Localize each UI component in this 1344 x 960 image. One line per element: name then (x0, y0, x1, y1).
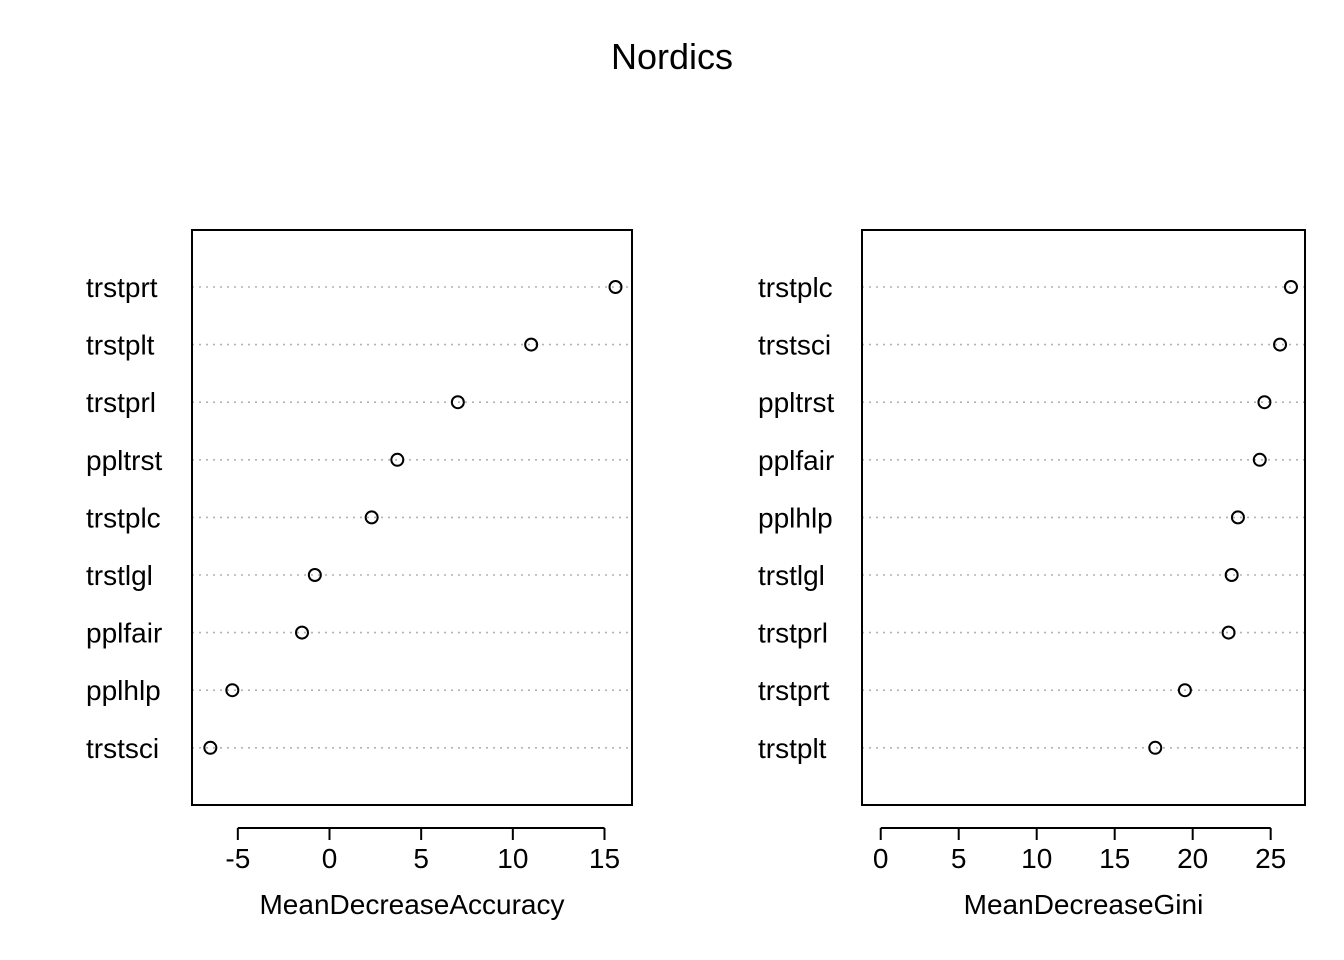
data-point (524, 337, 539, 352)
data-point (1221, 625, 1236, 640)
x-tick-label: 5 (951, 843, 967, 874)
category-label: trstsci (86, 733, 159, 764)
data-point (295, 625, 309, 640)
x-tick-label: 10 (497, 843, 528, 874)
category-label: trstlgl (758, 560, 825, 591)
category-label: ppltrst (86, 445, 162, 476)
data-point (608, 280, 623, 294)
data-point (1283, 280, 1298, 294)
category-label: ppltrst (758, 387, 834, 418)
data-point (1177, 683, 1192, 698)
panel-mean-decrease-accuracy: trstprt trstplt trstprl ppltrst trstplc trstl… (86, 229, 633, 920)
data-point (203, 740, 218, 755)
x-tick-label: 15 (1099, 843, 1130, 874)
x-tick-label: -5 (225, 843, 250, 874)
x-tick-label: 0 (322, 843, 338, 874)
x-axis-title: MeanDecreaseAccuracy (259, 889, 564, 920)
x-tick-label: 5 (413, 843, 429, 874)
data-point (1257, 395, 1272, 410)
category-label: trstprl (758, 618, 828, 649)
data-point (1252, 452, 1267, 467)
chart-title: Nordics (610, 36, 734, 77)
plot-frame (191, 229, 633, 806)
category-label: trstplc (758, 272, 833, 303)
x-tick-label: 20 (1177, 843, 1208, 874)
x-tick-label: 15 (589, 843, 620, 874)
data-point (225, 683, 240, 698)
plot-frame (861, 229, 1306, 806)
x-tick-label: 25 (1255, 843, 1286, 874)
x-tick-label: 10 (1021, 843, 1052, 874)
data-point (450, 395, 465, 410)
category-label: trstplt (86, 330, 155, 361)
category-label: trstprt (86, 272, 158, 303)
category-label: trstprl (86, 387, 156, 418)
panel-mean-decrease-gini: trstplc trstsci ppltrst pplfair pplhlp trstlg… (758, 229, 1306, 920)
data-point (390, 452, 405, 467)
data-point (1273, 337, 1288, 352)
category-label: pplfair (758, 445, 834, 476)
x-tick-label: 0 (873, 843, 889, 874)
category-label: trstsci (758, 330, 831, 361)
category-label: pplfair (86, 618, 162, 649)
category-label: trstlgl (86, 560, 153, 591)
data-point (307, 568, 322, 582)
data-point (1148, 740, 1163, 755)
data-point (1224, 568, 1239, 582)
x-axis-title: MeanDecreaseGini (964, 889, 1204, 920)
data-point (1230, 510, 1245, 525)
data-point (364, 510, 379, 525)
category-label: trstprt (758, 675, 830, 706)
category-label: pplhlp (758, 502, 833, 533)
category-label: pplhlp (86, 675, 161, 706)
category-label: trstplc (86, 502, 161, 533)
category-label: trstplt (758, 733, 827, 764)
